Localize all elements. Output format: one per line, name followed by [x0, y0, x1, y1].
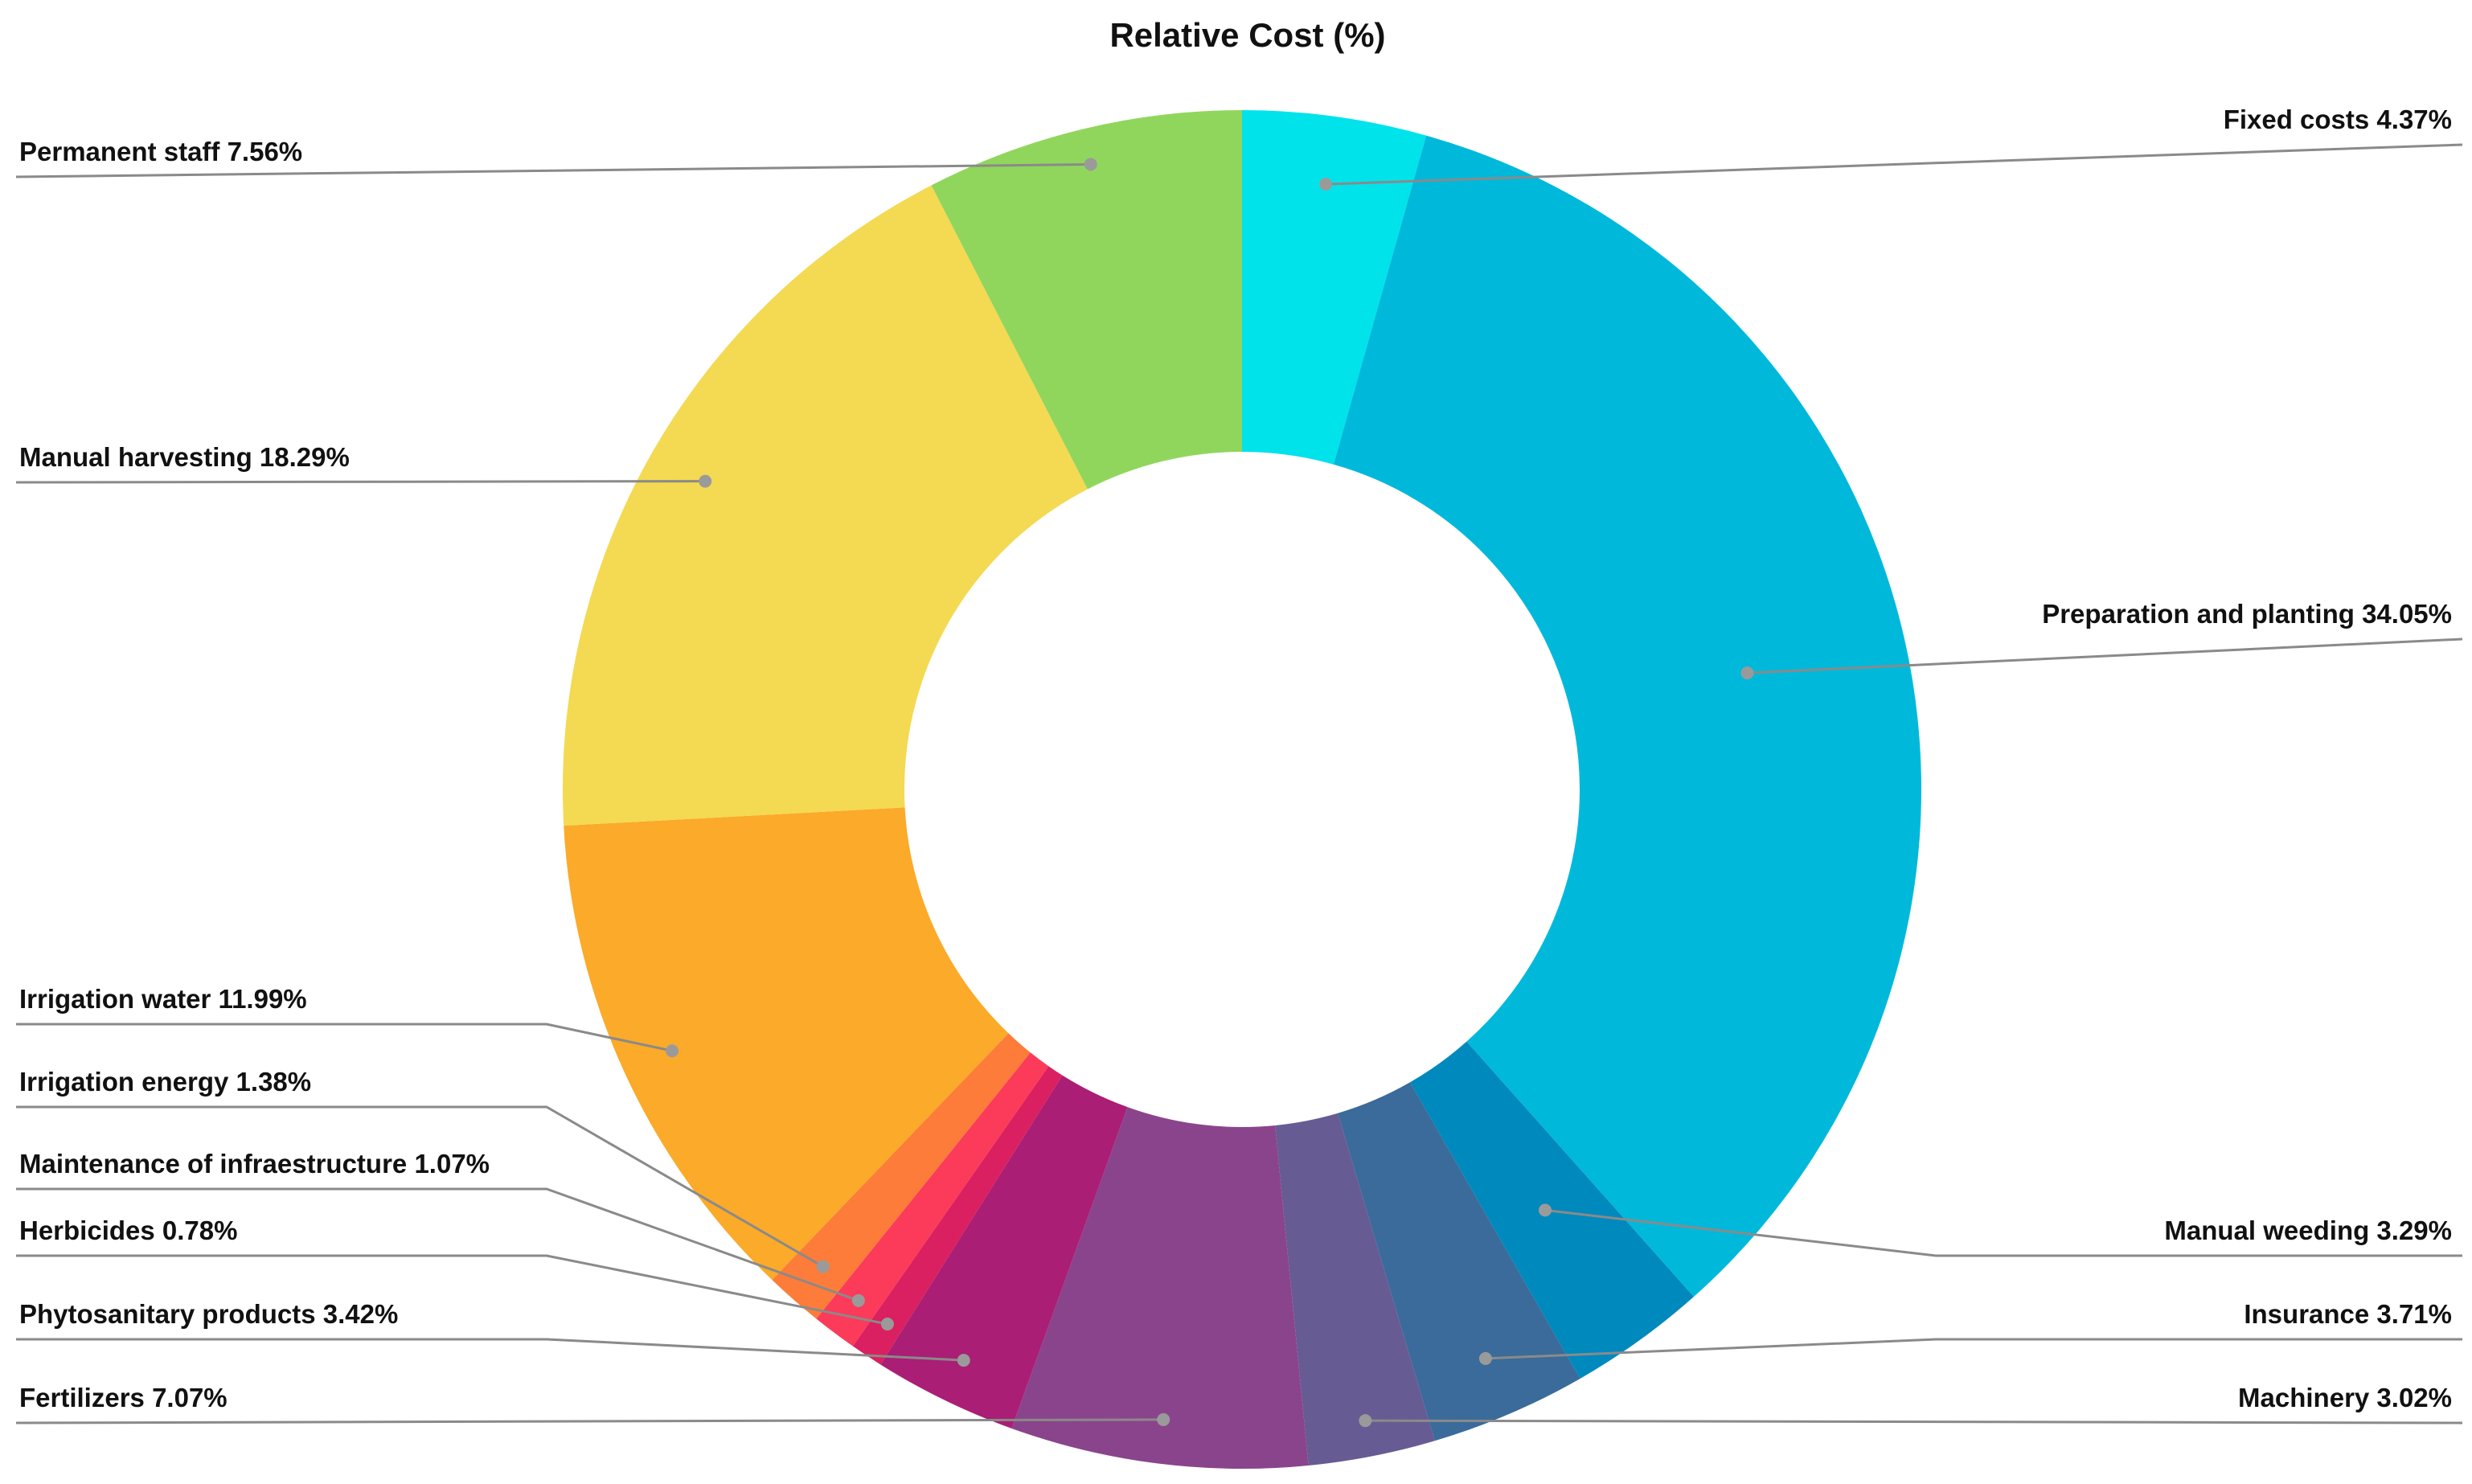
leader-line-manual-weeding — [1544, 1208, 2462, 1257]
leader-dot-insurance — [1478, 1351, 1492, 1365]
slice-label-machinery: Machinery 3.02% — [2238, 1383, 2452, 1412]
slice-herbicides — [852, 1066, 1063, 1365]
slice-maintenance-of-infraestructure — [816, 1052, 1049, 1347]
chart-title: Relative Cost (%) — [1109, 16, 1385, 54]
leader-line-irrigation-energy — [16, 1105, 824, 1268]
leader-dot-phytosanitary-products — [957, 1354, 970, 1367]
leader-line-machinery — [1365, 1419, 2463, 1425]
slice-phytosanitary-products — [880, 1075, 1128, 1429]
leader-line-preparation-and-planting — [1747, 637, 2463, 674]
slice-preparation-and-planting — [1333, 135, 1921, 1297]
slice-label-permanent-staff: Permanent staff 7.56% — [19, 137, 302, 166]
slice-labels: Fixed costs 4.37% Preparation and plantin… — [19, 105, 2452, 1412]
slice-label-fertilizers: Fertilizers 7.07% — [19, 1383, 228, 1412]
leader-line-herbicides — [16, 1254, 888, 1326]
leader-line-maintenance-of-infraestructure — [16, 1187, 859, 1302]
slice-fixed-costs — [1242, 110, 1427, 465]
leader-line-permanent-staff — [15, 162, 1091, 178]
slice-label-manual-weeding: Manual weeding 3.29% — [2164, 1215, 2452, 1245]
leader-line-insurance — [1485, 1338, 2462, 1360]
slice-irrigation-energy — [772, 1033, 1031, 1319]
slice-label-insurance: Insurance 3.71% — [2244, 1299, 2452, 1329]
leader-dot-maintenance-of-infraestructure — [851, 1293, 865, 1307]
leader-lines — [15, 143, 2463, 1428]
leader-dot-fixed-costs — [1319, 178, 1333, 191]
slice-manual-harvesting — [563, 185, 1088, 826]
slice-label-phytosanitary-products: Phytosanitary products 3.42% — [19, 1299, 398, 1329]
leader-dot-machinery — [1359, 1414, 1372, 1428]
slice-insurance — [1338, 1082, 1580, 1441]
slice-label-preparation-and-planting: Preparation and planting 34.05% — [2042, 599, 2452, 629]
leader-line-irrigation-water — [16, 1023, 673, 1052]
leader-dot-permanent-staff — [1084, 158, 1097, 171]
slice-label-fixed-costs: Fixed costs 4.37% — [2224, 105, 2452, 134]
leader-line-phytosanitary-products — [16, 1338, 964, 1362]
slice-label-irrigation-water: Irrigation water 11.99% — [19, 984, 307, 1014]
leader-dot-herbicides — [880, 1318, 894, 1331]
leader-dot-preparation-and-planting — [1740, 666, 1754, 680]
slice-permanent-staff — [931, 110, 1242, 490]
leader-dot-fertilizers — [1157, 1412, 1170, 1426]
leader-line-fertilizers — [15, 1418, 1164, 1425]
slice-label-herbicides: Herbicides 0.78% — [19, 1215, 237, 1245]
slice-label-maintenance-of-infraestructure: Maintenance of infraestructure 1.07% — [19, 1149, 490, 1179]
leader-dot-irrigation-energy — [816, 1260, 830, 1273]
leader-dot-manual-weeding — [1538, 1203, 1552, 1217]
slice-machinery — [1275, 1113, 1435, 1466]
slice-label-irrigation-energy: Irrigation energy 1.38% — [19, 1067, 311, 1097]
leader-dot-manual-harvesting — [699, 474, 712, 488]
donut-slices — [563, 110, 1921, 1469]
leader-dot-irrigation-water — [666, 1044, 679, 1058]
slice-fertilizers — [1011, 1107, 1309, 1469]
leader-line-fixed-costs — [1325, 143, 2463, 186]
slice-label-manual-harvesting: Manual harvesting 18.29% — [19, 442, 350, 472]
slice-irrigation-water — [564, 807, 1009, 1281]
